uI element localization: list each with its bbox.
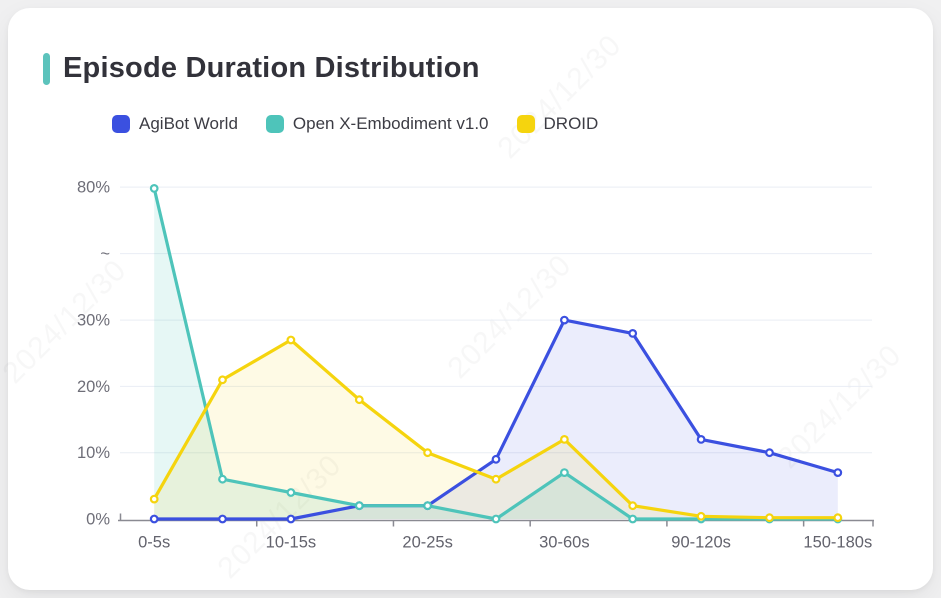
x-tick-label: 90-120s xyxy=(671,534,731,552)
series-dot-droid-8[interactable] xyxy=(696,511,706,521)
legend-item-agibot-world[interactable]: AgiBot World xyxy=(112,114,238,134)
series-dot-droid-5[interactable] xyxy=(491,474,501,484)
legend-swatch-open-x-embodiment xyxy=(265,115,284,133)
x-tick-label: 20-25s xyxy=(402,534,452,552)
series-dot-agibot-world-2[interactable] xyxy=(286,514,296,524)
series-dot-open-x-embodiment-v1-0-5[interactable] xyxy=(491,514,501,524)
series-dot-agibot-world-0[interactable] xyxy=(149,514,159,524)
series-dot-agibot-world-6[interactable] xyxy=(560,315,569,325)
series-dot-open-x-embodiment-v1-0-2[interactable] xyxy=(286,488,296,497)
legend-swatch-droid xyxy=(516,115,535,133)
series-dot-agibot-world-9[interactable] xyxy=(765,448,774,458)
page-title: Episode Duration Distribution xyxy=(63,52,480,85)
chart-header: Episode Duration Distribution xyxy=(43,52,480,85)
series-dot-open-x-embodiment-v1-0-1[interactable] xyxy=(218,474,227,484)
x-tick-label: 150-180s xyxy=(803,534,872,552)
series-dot-droid-2[interactable] xyxy=(286,335,296,345)
series-dot-agibot-world-5[interactable] xyxy=(491,454,501,464)
series-dot-agibot-world-8[interactable] xyxy=(696,435,706,444)
legend-label-agibot-world: AgiBot World xyxy=(139,114,238,133)
y-axis-labels: 0% 10% 20% 30% ~80% xyxy=(77,179,110,529)
title-accent-bar xyxy=(43,53,50,85)
series-dot-open-x-embodiment-v1-0-0[interactable] xyxy=(149,183,159,193)
series-dot-droid-10[interactable] xyxy=(833,513,843,523)
series-dot-droid-6[interactable] xyxy=(560,435,569,444)
series-dot-agibot-world-1[interactable] xyxy=(218,514,227,524)
y-tick-label: 80% xyxy=(77,179,110,197)
legend: AgiBot World Open X-Embodiment v1.0 DROI… xyxy=(112,114,598,134)
series-areas xyxy=(154,188,838,519)
series-dot-agibot-world-10[interactable] xyxy=(833,468,843,478)
x-tick-label: 10-15s xyxy=(266,534,316,552)
series-dot-droid-0[interactable] xyxy=(149,494,159,504)
series-dot-agibot-world-7[interactable] xyxy=(628,329,638,338)
series-dot-open-x-embodiment-v1-0-3[interactable] xyxy=(354,501,364,511)
y-tick-label: 20% xyxy=(77,378,110,396)
x-tick-label: 30-60s xyxy=(539,534,589,552)
series-dot-open-x-embodiment-v1-0-6[interactable] xyxy=(560,468,569,478)
legend-item-droid[interactable]: DROID xyxy=(516,114,599,134)
series-area-open-x-embodiment-v1-0 xyxy=(154,188,838,519)
series-dot-droid-9[interactable] xyxy=(765,513,774,523)
legend-label-droid: DROID xyxy=(543,114,599,133)
series-area-droid xyxy=(154,340,838,519)
series-dot-droid-1[interactable] xyxy=(218,375,227,385)
series-dot-droid-7[interactable] xyxy=(628,501,638,511)
legend-item-open-x-embodiment[interactable]: Open X-Embodiment v1.0 xyxy=(265,114,489,134)
y-tick-label: ~ xyxy=(100,245,110,263)
series-dot-droid-4[interactable] xyxy=(423,448,433,458)
y-tick-label: 10% xyxy=(77,444,110,462)
legend-label-open-x-embodiment: Open X-Embodiment v1.0 xyxy=(292,114,489,133)
y-tick-label: 0% xyxy=(86,511,110,529)
series-area-agibot-world xyxy=(154,320,838,519)
chart-card xyxy=(8,8,933,590)
series-dot-open-x-embodiment-v1-0-4[interactable] xyxy=(423,501,433,511)
series-dot-open-x-embodiment-v1-0-7[interactable] xyxy=(628,514,638,524)
series-points xyxy=(149,183,843,524)
gridlines xyxy=(120,186,872,454)
series-dot-droid-3[interactable] xyxy=(354,395,364,405)
y-tick-label: 30% xyxy=(77,312,110,330)
legend-swatch-agibot-world xyxy=(112,115,130,133)
x-tick-label: 0-5s xyxy=(138,534,170,552)
